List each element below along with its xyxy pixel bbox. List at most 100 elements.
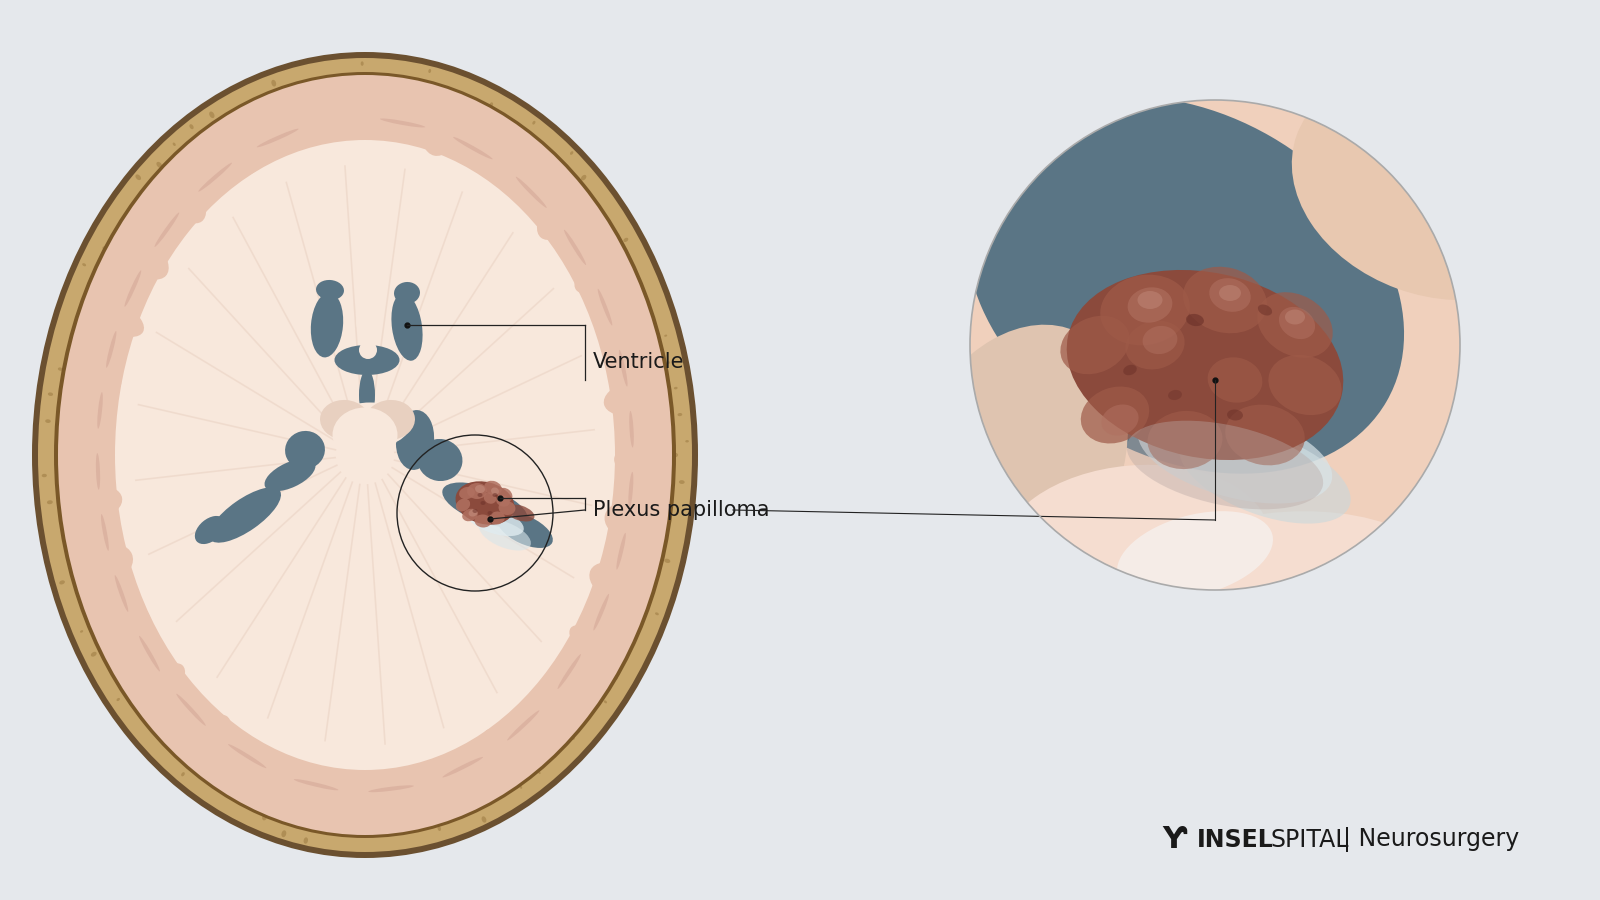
Ellipse shape — [462, 508, 478, 521]
Ellipse shape — [478, 519, 531, 551]
Ellipse shape — [80, 427, 114, 454]
Ellipse shape — [149, 663, 186, 703]
Ellipse shape — [614, 446, 653, 473]
Ellipse shape — [493, 493, 498, 497]
Ellipse shape — [504, 128, 507, 132]
Ellipse shape — [262, 754, 296, 797]
Ellipse shape — [491, 488, 499, 495]
Ellipse shape — [499, 501, 515, 515]
Ellipse shape — [264, 459, 315, 491]
Ellipse shape — [155, 477, 182, 502]
Ellipse shape — [448, 603, 469, 630]
Ellipse shape — [83, 294, 88, 298]
Ellipse shape — [296, 105, 330, 140]
Text: SPITAL: SPITAL — [1270, 828, 1349, 852]
Ellipse shape — [395, 410, 434, 470]
Ellipse shape — [570, 626, 608, 660]
Ellipse shape — [966, 96, 1405, 473]
Ellipse shape — [58, 367, 62, 371]
Ellipse shape — [485, 481, 502, 495]
Ellipse shape — [605, 220, 611, 225]
Ellipse shape — [125, 237, 168, 279]
Ellipse shape — [640, 289, 643, 292]
Ellipse shape — [594, 594, 610, 630]
Ellipse shape — [1182, 266, 1267, 333]
Ellipse shape — [658, 529, 664, 534]
Ellipse shape — [664, 506, 669, 508]
Ellipse shape — [664, 559, 670, 563]
Text: Ƴ: Ƴ — [1163, 825, 1187, 854]
Ellipse shape — [466, 506, 523, 536]
Ellipse shape — [403, 79, 408, 86]
Ellipse shape — [82, 263, 86, 266]
Ellipse shape — [526, 336, 565, 365]
Ellipse shape — [1123, 364, 1136, 375]
Text: | Neurosurgery: | Neurosurgery — [1342, 827, 1520, 852]
Ellipse shape — [507, 710, 539, 741]
Ellipse shape — [358, 341, 378, 359]
Ellipse shape — [354, 97, 378, 136]
Ellipse shape — [317, 280, 344, 300]
Ellipse shape — [563, 230, 586, 265]
Ellipse shape — [624, 267, 630, 273]
Ellipse shape — [381, 119, 426, 128]
Ellipse shape — [1258, 304, 1272, 316]
Ellipse shape — [642, 315, 648, 320]
Ellipse shape — [1061, 316, 1130, 374]
Ellipse shape — [250, 292, 270, 319]
Ellipse shape — [1101, 274, 1190, 346]
Ellipse shape — [1227, 410, 1243, 420]
Ellipse shape — [1168, 390, 1182, 400]
Ellipse shape — [435, 662, 461, 703]
Ellipse shape — [654, 612, 659, 616]
Ellipse shape — [333, 408, 397, 463]
Ellipse shape — [210, 112, 214, 118]
Ellipse shape — [1208, 357, 1262, 402]
Ellipse shape — [496, 495, 510, 507]
Ellipse shape — [78, 601, 83, 604]
Ellipse shape — [598, 289, 613, 326]
Ellipse shape — [341, 778, 365, 808]
Ellipse shape — [678, 480, 685, 484]
Ellipse shape — [549, 405, 574, 436]
Ellipse shape — [205, 361, 237, 382]
Ellipse shape — [350, 826, 354, 832]
Ellipse shape — [603, 700, 606, 703]
Ellipse shape — [490, 148, 522, 184]
Ellipse shape — [96, 453, 101, 490]
Ellipse shape — [435, 268, 456, 296]
Ellipse shape — [358, 370, 374, 420]
Ellipse shape — [155, 724, 162, 729]
Ellipse shape — [584, 714, 587, 717]
Ellipse shape — [210, 487, 282, 543]
Ellipse shape — [1291, 70, 1578, 301]
Ellipse shape — [490, 511, 506, 525]
Ellipse shape — [1210, 278, 1251, 311]
Ellipse shape — [443, 757, 483, 778]
Ellipse shape — [1080, 386, 1149, 444]
Ellipse shape — [229, 744, 266, 768]
Ellipse shape — [622, 652, 627, 656]
Ellipse shape — [339, 86, 342, 90]
Ellipse shape — [267, 662, 298, 704]
Ellipse shape — [557, 654, 581, 688]
Ellipse shape — [589, 562, 638, 601]
Ellipse shape — [282, 831, 286, 837]
Ellipse shape — [262, 814, 267, 821]
Ellipse shape — [538, 196, 576, 240]
Ellipse shape — [166, 543, 203, 576]
Ellipse shape — [483, 729, 510, 771]
Ellipse shape — [200, 715, 230, 758]
Ellipse shape — [1126, 420, 1323, 509]
Ellipse shape — [645, 578, 651, 583]
Ellipse shape — [91, 652, 96, 657]
Ellipse shape — [352, 237, 378, 273]
Ellipse shape — [480, 501, 485, 505]
Ellipse shape — [334, 345, 400, 375]
Ellipse shape — [453, 137, 493, 159]
Ellipse shape — [382, 73, 386, 79]
Ellipse shape — [574, 260, 613, 293]
Ellipse shape — [394, 282, 419, 304]
Ellipse shape — [1070, 511, 1459, 739]
Ellipse shape — [629, 472, 634, 508]
